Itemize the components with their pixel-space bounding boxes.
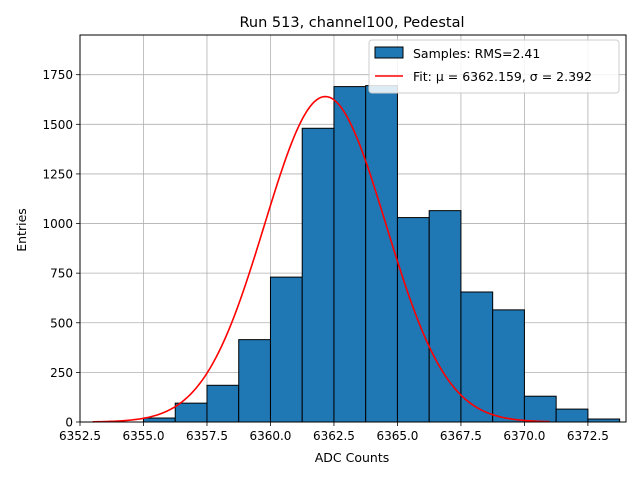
histogram-bar [460, 291, 494, 423]
gaussian-fit-curve [92, 95, 550, 423]
y-axis-ticks: 0 250 500 750 1000 1250 1500 1750 [42, 68, 80, 430]
x-tick-label: 6352.5 [59, 429, 101, 443]
histogram-bar [428, 210, 462, 423]
histogram-bar [206, 384, 240, 423]
x-tick-label: 6355.0 [122, 429, 164, 443]
histogram-bar [365, 85, 398, 423]
x-tick-label: 6372.5 [567, 429, 609, 443]
y-tick-label: 1750 [42, 68, 73, 82]
histogram-bar [142, 417, 176, 423]
chart-title: Run 513, channel100, Pedestal [239, 15, 464, 31]
y-tick-label: 250 [50, 366, 73, 380]
x-tick-label: 6362.5 [313, 429, 355, 443]
x-tick-label: 6367.5 [440, 429, 482, 443]
y-tick-label: 1500 [42, 118, 73, 132]
y-tick-label: 1000 [42, 217, 73, 231]
x-tick-label: 6360.0 [249, 429, 291, 443]
fit-curve-layer [92, 95, 550, 423]
y-axis-label: Entries [14, 208, 29, 252]
histogram-bar [396, 217, 430, 423]
legend-label-samples: Samples: RMS=2.41 [413, 46, 540, 61]
legend: Samples: RMS=2.41 Fit: μ = 6362.159, σ =… [368, 39, 620, 94]
histogram-bar [238, 339, 271, 423]
histogram-bar [301, 127, 335, 423]
histogram-bar [333, 86, 367, 423]
y-tick-label: 500 [50, 316, 73, 330]
histogram-bar [523, 395, 557, 423]
histogram-bar [555, 408, 589, 423]
legend-box [368, 39, 620, 94]
x-tick-label: 6357.5 [186, 429, 228, 443]
x-axis-label: ADC Counts [315, 450, 390, 465]
y-tick-label: 750 [50, 267, 73, 281]
histogram-bar [174, 402, 208, 423]
plot-frame [79, 34, 627, 423]
legend-label-fit: Fit: μ = 6362.159, σ = 2.392 [413, 69, 592, 84]
histogram-bar [269, 276, 303, 423]
legend-swatch-samples [374, 46, 404, 59]
x-axis-ticks: 6352.5 6355.0 6357.5 6360.0 6362.5 6365.0 6367… [59, 422, 609, 443]
y-tick-label: 0 [65, 416, 73, 430]
histogram-bar [492, 309, 525, 423]
y-tick-label: 1250 [42, 167, 73, 181]
x-tick-label: 6365.0 [376, 429, 418, 443]
x-tick-label: 6370.0 [503, 429, 545, 443]
